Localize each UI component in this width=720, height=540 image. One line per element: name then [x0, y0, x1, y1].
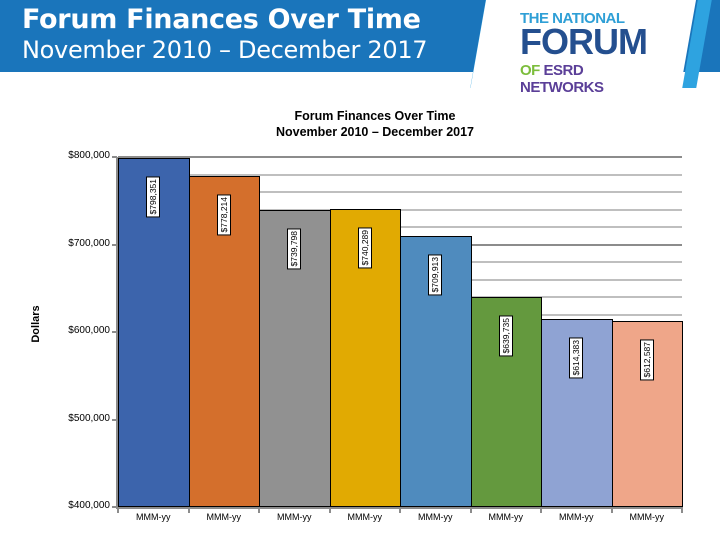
y-tick — [112, 156, 117, 158]
bar — [259, 209, 331, 507]
x-tick — [681, 508, 683, 513]
gridline — [118, 156, 682, 158]
page-subtitle: November 2010 – December 2017 — [22, 36, 428, 64]
x-tick-label: MMM-yy — [629, 512, 665, 522]
y-tick — [112, 331, 117, 333]
x-tick-label: MMM-yy — [206, 512, 242, 522]
logo-line1: THE NATIONAL — [520, 10, 625, 27]
x-tick — [117, 508, 119, 513]
y-tick-label: $500,000 — [68, 412, 110, 424]
forum-logo: THE NATIONAL FORUM OF ESRD NETWORKS — [510, 8, 670, 96]
x-tick-label: MMM-yy — [277, 512, 312, 522]
bar-data-label: $709,913 — [428, 253, 443, 296]
x-tick-label: MMM-yy — [559, 512, 594, 522]
y-axis-title: Dollars — [30, 305, 42, 343]
bar-data-label: $639,735 — [498, 315, 513, 357]
x-axis — [116, 506, 683, 509]
y-tick-label: $800,000 — [68, 150, 110, 161]
y-axis — [116, 157, 119, 509]
y-tick — [112, 506, 117, 508]
chart-title-line1: Forum Finances Over Time — [294, 109, 456, 123]
bar-data-label: $739,798 — [287, 227, 302, 270]
chart-title: Forum Finances Over Time November 2010 –… — [0, 108, 720, 140]
bar-data-label: $798,351 — [146, 176, 161, 218]
logo-line2: FORUM — [520, 21, 648, 62]
x-tick — [610, 508, 613, 513]
y-tick — [112, 243, 117, 246]
y-tick — [112, 418, 117, 421]
gridline — [118, 191, 682, 193]
bar-data-label: $740,289 — [357, 227, 372, 269]
x-tick-label: MMM-yy — [347, 512, 383, 522]
x-tick-label: MMM-yy — [136, 512, 171, 522]
page-title: Forum Finances Over Time — [22, 4, 421, 35]
x-tick — [469, 508, 472, 513]
chart-title-line2: November 2010 – December 2017 — [275, 125, 475, 139]
gridline — [118, 173, 682, 176]
x-tick — [328, 508, 331, 513]
x-tick-label: MMM-yy — [418, 512, 453, 522]
x-tick — [540, 508, 542, 513]
x-tick — [399, 508, 401, 513]
bar-data-label: $778,214 — [216, 194, 231, 236]
x-tick — [187, 508, 190, 513]
y-tick-label: $600,000 — [68, 325, 110, 336]
logo-line3: OF ESRD NETWORKS — [520, 62, 670, 96]
x-tick — [258, 508, 260, 513]
bar — [118, 158, 190, 507]
logo-of: OF — [520, 62, 540, 79]
y-tick-label: $400,000 — [68, 500, 110, 511]
y-tick-label: $700,000 — [68, 237, 110, 249]
logo-esrd: ESRD NETWORKS — [520, 62, 604, 96]
x-tick-label: MMM-yy — [488, 512, 524, 522]
bar-data-label: $612,587 — [639, 338, 654, 381]
bar-data-label: $614,383 — [569, 337, 584, 379]
